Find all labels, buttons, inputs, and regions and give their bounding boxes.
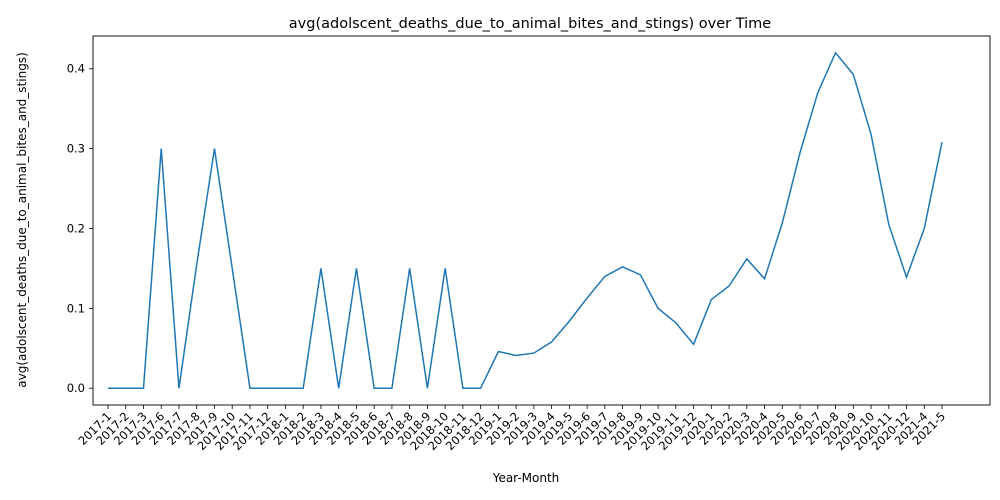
series-line bbox=[108, 51, 943, 389]
y-tick-label: 0.4 bbox=[67, 62, 85, 76]
y-tick-label: 0.2 bbox=[67, 221, 85, 235]
y-axis-label: avg(adolscent_deaths_due_to_animal_bites… bbox=[15, 52, 29, 388]
y-tick-label: 0.1 bbox=[67, 301, 85, 315]
x-axis-label: Year-Month bbox=[492, 471, 560, 485]
y-tick-label: 0.3 bbox=[67, 142, 85, 156]
chart-title: avg(adolscent_deaths_due_to_animal_bites… bbox=[289, 16, 772, 32]
plot-frame bbox=[92, 35, 991, 406]
y-tick-label: 0.0 bbox=[67, 381, 85, 395]
y-axis-ticks: 0.0 0.1 0.2 0.3 0.4 bbox=[67, 62, 93, 395]
